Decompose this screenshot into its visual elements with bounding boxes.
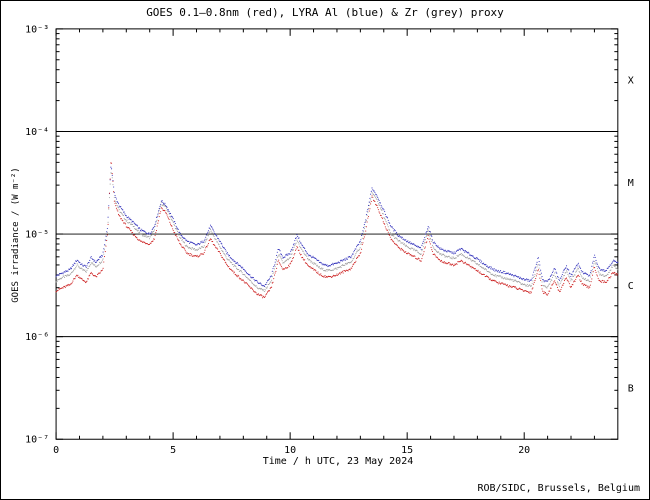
y-tick-label: 10⁻⁶: [25, 332, 49, 343]
series-lyra-al: [55, 166, 619, 288]
chart-title: GOES 0.1–0.8nm (red), LYRA Al (blue) & Z…: [146, 6, 504, 19]
y-tick-label: 10⁻⁷: [25, 435, 49, 446]
x-tick-label: 5: [170, 445, 176, 456]
y-axis-label: GOES irradiance / (W m⁻²): [11, 167, 21, 303]
flare-class-label-c: C: [628, 281, 634, 292]
credit-text: ROB/SIDC, Brussels, Belgium: [477, 483, 640, 494]
flare-class-label-b: B: [628, 383, 634, 394]
flare-class-label-x: X: [628, 76, 634, 87]
y-tick-label: 10⁻³: [25, 24, 49, 35]
y-tick-label: 10⁻⁵: [25, 230, 49, 241]
x-tick-label: 0: [53, 445, 59, 456]
axes: [55, 28, 619, 440]
x-tick-label: 15: [401, 445, 413, 456]
x-tick-label: 10: [284, 445, 296, 456]
tick-labels: 10⁻³ 10⁻⁴ 10⁻⁵ 10⁻⁶ 10⁻⁷ 0 5 10 15 20 X M C B: [25, 24, 634, 456]
x-tick-label: 20: [518, 445, 530, 456]
series-goes: [55, 162, 619, 299]
flare-class-label-m: M: [628, 178, 634, 189]
x-axis-label: Time / h UTC, 23 May 2024: [262, 456, 414, 467]
y-tick-label: 10⁻⁴: [25, 127, 49, 138]
series-lyra-zr: [55, 172, 619, 293]
